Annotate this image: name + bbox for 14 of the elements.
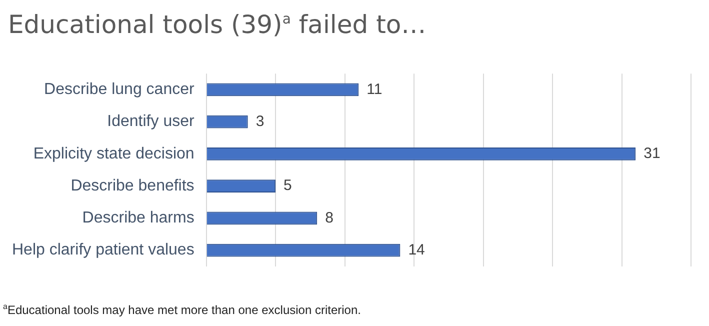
- data-label: 31: [644, 145, 660, 162]
- y-tick-label: Describe lung cancer: [44, 81, 195, 98]
- data-label: 14: [408, 241, 425, 258]
- data-label: 5: [284, 177, 292, 194]
- chart-title: Educational tools (39)$^{a}$ failed to…: [8, 10, 426, 39]
- data-label: 11: [366, 80, 382, 98]
- y-tick-label: Explicity state decision: [33, 145, 194, 162]
- y-tick-label: Identify user: [107, 113, 195, 130]
- y-tick-label: Describe harms: [82, 210, 194, 227]
- y-tick-label: Help clarify patient values: [12, 242, 194, 259]
- y-tick-label: Describe benefits: [70, 177, 194, 194]
- data-label: 8: [325, 209, 334, 226]
- data-label: 3: [256, 112, 264, 130]
- text: $^{a}$Educational tools may have met more than one exclusion criterion.: [3, 302, 361, 317]
